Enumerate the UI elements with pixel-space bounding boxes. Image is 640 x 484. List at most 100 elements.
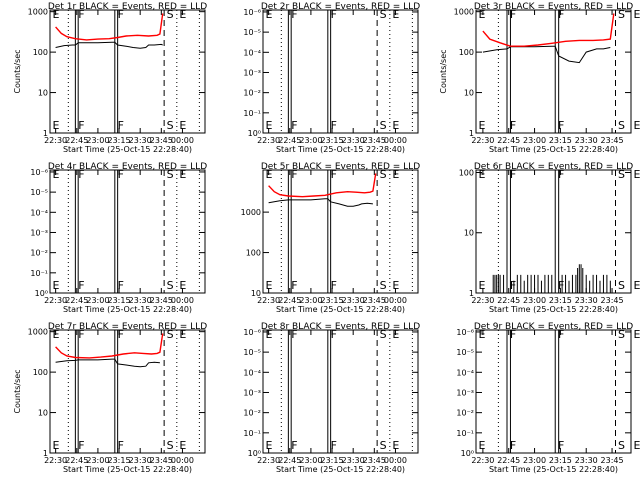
y-axis-label: Counts/sec — [13, 49, 22, 93]
x-tick-label: 22:30 — [471, 296, 494, 305]
event-marker-top-S: S — [618, 328, 625, 341]
lld-series-line — [482, 13, 615, 47]
event-marker-bottom-E: E — [53, 439, 60, 452]
x-tick-label: 23:00 — [523, 296, 546, 305]
x-tick-label: 22:45 — [65, 136, 88, 145]
x-tick-label: 23:15 — [108, 296, 131, 305]
plot-data-area — [492, 264, 611, 293]
x-tick-label: 23:15 — [321, 136, 344, 145]
x-tick-label: 22:45 — [278, 296, 301, 305]
y-tick-label: 10⁻² — [456, 409, 474, 418]
x-tick-label: 22:30 — [44, 456, 67, 465]
x-tick-label: 23:45 — [601, 136, 624, 145]
x-axis-label: Start Time (25-Oct-15 22:28:40) — [276, 465, 405, 474]
event-marker-bottom-E: E — [266, 439, 273, 452]
event-marker-top-E: E — [392, 168, 399, 181]
panel-title: Det 6r BLACK = Events, RED = LLD — [474, 162, 633, 172]
x-tick-label: 22:30 — [257, 456, 280, 465]
plot-frame — [475, 329, 632, 454]
x-tick-label: 23:00 — [523, 136, 546, 145]
event-marker-bottom-S: S — [618, 439, 625, 452]
event-marker-bottom-E: E — [634, 119, 640, 132]
y-tick-label: 10⁻² — [243, 409, 261, 418]
x-tick-label: 23:45 — [150, 136, 173, 145]
event-marker-bottom-S: S — [167, 439, 174, 452]
event-marker-top-F: F — [331, 328, 337, 341]
lld-series-line — [55, 333, 164, 359]
lld-series-line — [55, 13, 164, 41]
y-tick-label: 10 — [464, 89, 474, 98]
event-marker-bottom-E: E — [479, 279, 486, 292]
x-tick-label: 23:30 — [129, 456, 152, 465]
event-marker-bottom-E: E — [179, 119, 186, 132]
event-marker-top-F: F — [558, 8, 564, 21]
y-tick-label: 10⁻⁴ — [30, 208, 48, 217]
event-marker-top-S: S — [618, 8, 625, 21]
event-marker-bottom-F: F — [78, 119, 84, 132]
x-tick-label: 00:00 — [171, 136, 194, 145]
event-marker-bottom-F: F — [558, 279, 564, 292]
x-tick-label: 22:45 — [278, 456, 301, 465]
y-tick-label: 1000 — [454, 8, 474, 17]
x-tick-label: 23:15 — [321, 456, 344, 465]
x-axis-label: Start Time (25-Oct-15 22:28:40) — [276, 145, 405, 154]
detector-panel-3: Det 3r BLACK = Events, RED = LLD 22:30 22:… — [439, 2, 640, 154]
event-marker-bottom-E: E — [392, 279, 399, 292]
event-marker-top-F: F — [510, 8, 516, 21]
y-tick-label: 100 — [459, 168, 474, 177]
plot-frame — [262, 329, 419, 454]
x-axis-label: Start Time (25-Oct-15 22:28:40) — [63, 305, 192, 314]
event-marker-top-E: E — [179, 328, 186, 341]
y-tick-label: 10⁰ — [248, 449, 261, 458]
x-tick-label: 23:15 — [321, 296, 344, 305]
y-tick-label: 10⁻² — [243, 89, 261, 98]
event-marker-bottom-E: E — [634, 439, 640, 452]
y-tick-label: 10⁻⁶ — [243, 328, 261, 337]
event-marker-bottom-F: F — [558, 439, 564, 452]
event-marker-bottom-E: E — [53, 119, 60, 132]
event-marker-bottom-F: F — [331, 439, 337, 452]
event-marker-bottom-S: S — [380, 119, 387, 132]
panel-title: Det 5r BLACK = Events, RED = LLD — [261, 162, 420, 172]
event-marker-top-E: E — [634, 8, 640, 21]
panel-title: Det 7r BLACK = Events, RED = LLD — [48, 322, 207, 332]
x-tick-label: 22:30 — [44, 136, 67, 145]
x-tick-label: 23:45 — [601, 296, 624, 305]
x-tick-label: 00:00 — [171, 456, 194, 465]
event-marker-bottom-E: E — [392, 119, 399, 132]
event-marker-bottom-F: F — [331, 119, 337, 132]
x-tick-label: 23:45 — [363, 296, 386, 305]
y-tick-label: 100 — [459, 48, 474, 57]
event-marker-top-E: E — [266, 8, 273, 21]
y-tick-label: 10⁻³ — [30, 228, 48, 237]
event-marker-bottom-E: E — [479, 119, 486, 132]
x-tick-label: 22:45 — [497, 296, 520, 305]
event-marker-top-F: F — [558, 328, 564, 341]
y-axis-label: Counts/sec — [13, 369, 22, 413]
event-marker-top-F: F — [558, 168, 564, 181]
event-marker-top-E: E — [53, 168, 60, 181]
event-marker-bottom-S: S — [167, 279, 174, 292]
x-tick-label: 00:00 — [171, 296, 194, 305]
y-tick-label: 10⁰ — [461, 449, 474, 458]
detector-panel-7: Det 7r BLACK = Events, RED = LLD 22:3022:… — [13, 322, 207, 474]
event-marker-top-S: S — [167, 8, 174, 21]
y-tick-label: 100 — [33, 368, 48, 377]
y-tick-label: 100 — [246, 249, 261, 258]
event-marker-bottom-F: F — [558, 119, 564, 132]
y-tick-label: 10⁻³ — [243, 388, 261, 397]
event-marker-bottom-F: F — [331, 279, 337, 292]
detector-panel-9: Det 9r BLACK = Events, RED = LLD 22:30 22:… — [456, 322, 640, 474]
x-tick-label: 23:00 — [299, 136, 322, 145]
x-tick-label: 23:30 — [575, 136, 598, 145]
detector-panel-8: Det 8r BLACK = Events, RED = LLD 22:3022:… — [243, 322, 420, 474]
x-tick-label: 23:00 — [299, 456, 322, 465]
y-tick-label: 100 — [33, 48, 48, 57]
x-axis-label: Start Time (25-Oct-15 22:28:40) — [489, 305, 618, 314]
panel-title: Det 9r BLACK = Events, RED = LLD — [474, 322, 633, 332]
panel-title: Det 8r BLACK = Events, RED = LLD — [261, 322, 420, 332]
event-marker-bottom-F: F — [291, 119, 297, 132]
events-series-line — [482, 45, 611, 64]
detector-panel-5: Det 5r BLACK = Events, RED = LLD 22:3022:… — [241, 162, 421, 314]
